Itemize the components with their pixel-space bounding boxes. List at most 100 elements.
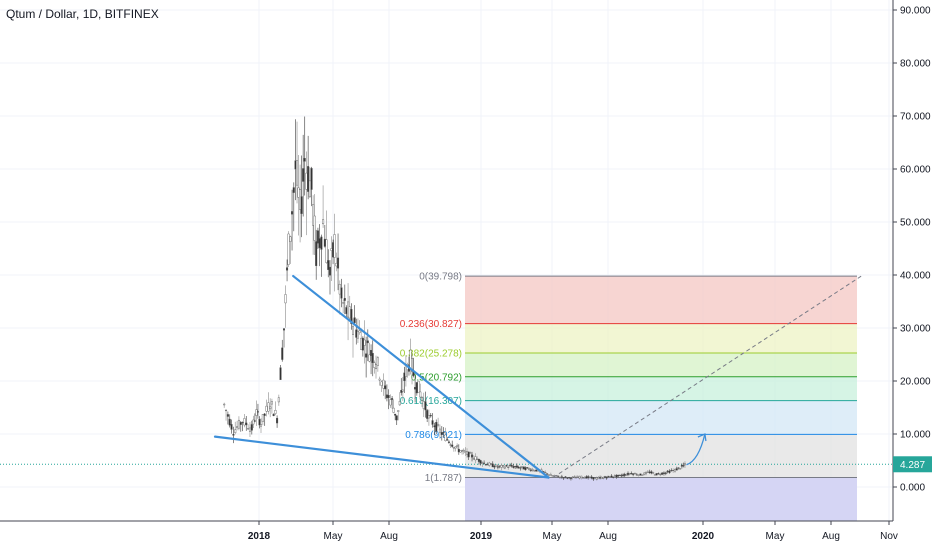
candle-body [265,405,268,412]
x-tick-label: May [543,531,562,542]
candle-body [345,307,348,315]
candle-body [440,432,443,435]
x-tick-label: May [324,531,343,542]
candle-body [674,469,677,472]
candle-body [635,474,638,476]
candle-body [484,464,487,466]
candle-body [576,476,579,478]
candle-body [368,354,371,362]
candle-body [666,470,669,473]
fib-zone [465,400,857,435]
candle-body [677,467,680,469]
candle-body [490,463,493,465]
candle-body [365,353,368,358]
candle-body [403,372,406,381]
candle-body [451,444,454,447]
candle-body [675,468,678,471]
candle-body [225,409,228,412]
candle-body [657,473,660,475]
candle-body [375,364,378,370]
y-axis[interactable]: 90.000 80.000 70.000 60.000 50.000 40.000 30.0… [892,0,932,550]
candle-body [426,410,429,419]
candle-body [226,414,229,417]
candle-body [370,349,373,356]
candle-body [661,472,664,475]
candle-body [325,239,328,263]
candle-body [544,472,547,474]
candle-body [461,450,464,452]
candle-body [308,180,311,198]
candle-body [528,468,531,470]
last-price-label: 4.287 [900,460,925,471]
fib-zone [465,376,857,401]
y-tick-label: 0.000 [900,483,925,494]
x-axis[interactable]: 2018 May Aug 2019 May Aug 2020 May Aug Nov [0,520,898,550]
candle-body [348,306,351,319]
candle-body [630,473,633,475]
trendline-upper[interactable] [292,274,550,479]
candle-body [291,211,294,215]
candle-body [566,477,569,479]
candle-body [622,474,625,476]
drawing-tools[interactable] [213,274,862,479]
candle-body [380,381,383,386]
fib-trend-dashed-line[interactable] [552,275,862,478]
candle-body [307,166,310,192]
candle-body [672,470,675,472]
candle-body [559,477,562,479]
candle-body [479,460,482,464]
candle-body [310,168,313,190]
candle-body [466,451,469,455]
fibonacci-retracement[interactable]: 0(39.798) 0.236(30.827) 0.382(25.278) 0.5(2… [400,272,857,521]
candle-body [286,267,289,271]
candle-body [594,477,597,480]
fib-zone [465,276,857,324]
candle-body [279,367,282,380]
candle-body [633,473,636,475]
candle-body [535,469,538,472]
candle-body [371,353,374,363]
candle-body [472,458,475,460]
fib-level-label: 0.5(20.792) [411,372,462,383]
last-price-tag [893,456,932,473]
candle-body [355,329,358,338]
candle-body [615,474,618,478]
candle-body [639,473,642,476]
y-tick-label: 20.000 [900,377,931,388]
candle-body [320,236,323,250]
trendline-lower[interactable] [213,435,550,479]
candle-body [276,417,279,424]
candle-body [415,382,418,394]
candle-body [395,415,398,421]
candle-body [526,467,529,469]
candle-body [496,466,499,468]
candle-body [512,466,515,468]
candle-body [281,347,284,360]
fib-zone-extension [465,477,857,521]
candle-body [437,423,440,426]
x-tick-label: Aug [822,531,840,542]
candle-body [303,158,306,162]
candle-body [394,413,397,416]
candle-body [602,477,605,479]
candle-body [457,448,460,453]
candle-body [653,474,656,476]
candle-body [646,471,649,473]
candle-body [335,262,338,267]
candle-body [502,465,505,467]
candle-body [245,422,248,426]
candle-body [284,294,287,304]
fib-level-label: 0.382(25.278) [400,349,462,360]
x-tick-label: May [766,531,785,542]
candle-body [560,476,563,478]
candle-body [267,402,270,412]
candle-body [618,474,621,476]
projection-arrow[interactable] [686,433,706,466]
candle-body [679,468,682,470]
candle-body [597,477,600,479]
candle-body [491,463,494,468]
candle-body [652,472,655,474]
candle-body [551,475,554,477]
candle-body [486,464,489,466]
